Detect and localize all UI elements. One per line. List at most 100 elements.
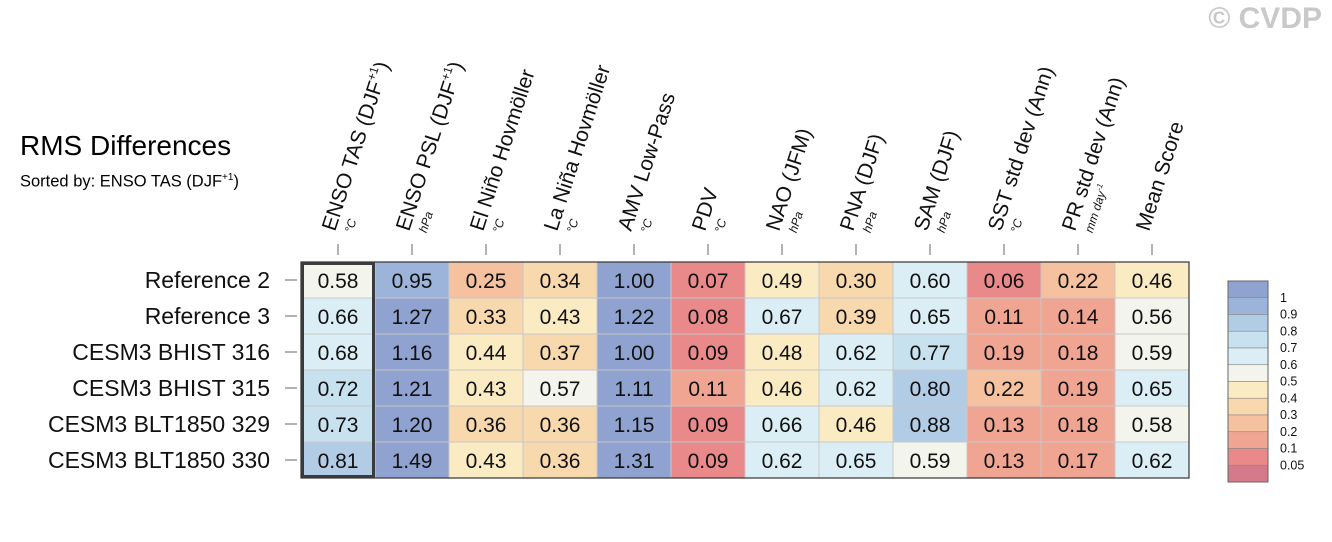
column-unit-label: hPa [416, 209, 436, 234]
heatmap-cell [1040, 369, 1116, 407]
cell-value-label: 0.56 [1132, 306, 1173, 329]
colorbar-tick-label: 0.1 [1280, 442, 1297, 456]
sorted-by-sup: +1 [222, 172, 234, 183]
heatmap-cell [448, 369, 524, 407]
column-header-text: El Niño Hovmöller [466, 67, 540, 234]
heatmap-cell [670, 441, 746, 479]
column-header-text: ENSO TAS (DJF [318, 78, 388, 233]
cell-value-label: 1.16 [392, 342, 433, 365]
column-unit-label: °C [712, 217, 730, 234]
column-header-label: AMV Low-Pass [614, 90, 680, 234]
cell-value-label: 0.58 [318, 270, 359, 293]
column-header-text: La Niña Hovmöller [540, 62, 615, 233]
cell-value-label: 0.33 [466, 306, 507, 329]
column-unit-text: °C [712, 217, 730, 234]
column-header: PNA (DJF)hPa [836, 131, 889, 234]
heatmap-cell [818, 441, 894, 479]
cell-value-label: 0.36 [540, 414, 581, 437]
cell-value-label: 1.15 [614, 414, 655, 437]
heatmap-cell [892, 405, 968, 443]
cell-value-label: 0.57 [540, 378, 581, 401]
column-header-text: ENSO PSL (DJF [392, 78, 462, 233]
cell-value-label: 1.20 [392, 414, 433, 437]
heatmap-cell [1040, 297, 1116, 335]
heatmap-cell [966, 333, 1042, 371]
cell-value-label: 0.81 [318, 450, 359, 473]
cell-value-label: 0.65 [1132, 378, 1173, 401]
column-header: ENSO TAS (DJF+1)°C [318, 59, 394, 235]
heatmap-cell [522, 369, 598, 407]
heatmap-cell [596, 261, 672, 299]
colorbar-swatch [1227, 297, 1269, 315]
cell-value-label: 0.14 [1058, 306, 1099, 329]
cell-value-label: 0.60 [910, 270, 951, 293]
row-label: Reference 3 [145, 303, 270, 329]
column-unit-sup: -1 [1094, 182, 1105, 192]
column-unit-text: hPa [786, 209, 806, 234]
colorbar-swatch [1227, 347, 1269, 366]
column-unit-label: hPa [786, 209, 806, 234]
cell-value-label: 0.37 [540, 342, 581, 365]
colorbar-frame [1227, 280, 1269, 483]
colorbar-swatch [1227, 414, 1269, 433]
colorbar-tick-label: 0.8 [1280, 324, 1297, 338]
colorbar-tick-label: 0.6 [1280, 358, 1297, 372]
cell-value-label: 0.09 [688, 342, 729, 365]
column-header-text: SST std dev (Ann) [984, 64, 1059, 234]
column-unit-text: °C [342, 217, 360, 234]
column-unit-text: °C [564, 217, 582, 234]
heatmap-cell [966, 261, 1042, 299]
column-header-sup: +1 [364, 65, 382, 83]
cell-value-label: 0.18 [1058, 414, 1099, 437]
column-header-text: PNA (DJF) [836, 131, 889, 234]
page-title: RMS Differences [20, 130, 232, 161]
cell-value-label: 0.07 [688, 270, 729, 293]
colorbar-tick-label: 0.7 [1280, 341, 1297, 355]
column-header: El Niño Hovmöller°C [466, 67, 540, 235]
colorbar-tick-label: 0.9 [1280, 308, 1297, 322]
sorted-by-subtitle: Sorted by: ENSO TAS (DJF+1) [20, 172, 239, 192]
cell-value-label: 0.13 [984, 414, 1025, 437]
cell-value-label: 0.66 [762, 414, 803, 437]
cell-value-label: 0.95 [392, 270, 433, 293]
heatmap-cell [1114, 369, 1190, 407]
cell-value-label: 0.44 [466, 342, 507, 365]
cell-value-label: 0.68 [318, 342, 359, 365]
heatmap-cell [374, 405, 450, 443]
heatmap-cell [1114, 333, 1190, 371]
cell-value-label: 0.88 [910, 414, 951, 437]
colorbar-tick-label: 0.3 [1280, 408, 1297, 422]
cell-value-label: 1.27 [392, 306, 433, 329]
colorbar-tick-label: 0.5 [1280, 375, 1297, 389]
column-unit-label: °C [490, 217, 508, 234]
colorbar-tick-label: 1 [1280, 291, 1287, 305]
column-header: AMV Low-Pass°C [614, 90, 680, 234]
cell-value-label: 1.00 [614, 270, 655, 293]
cell-value-label: 0.65 [836, 450, 877, 473]
heatmap-cell [670, 333, 746, 371]
heatmap-cell [1040, 441, 1116, 479]
cell-value-label: 0.25 [466, 270, 507, 293]
heatmap-cell [374, 333, 450, 371]
row-label: Reference 2 [145, 267, 270, 293]
cell-value-label: 0.22 [1058, 270, 1099, 293]
colorbar-swatch [1227, 381, 1269, 399]
cell-value-label: 0.46 [1132, 270, 1173, 293]
colorbar-tick-label: 0.05 [1280, 458, 1304, 472]
heatmap-cell [818, 261, 894, 299]
column-header: SAM (DJF)hPa [910, 128, 964, 235]
cell-value-label: 0.46 [762, 378, 803, 401]
heatmap-cell [522, 405, 598, 443]
heatmap-cell [448, 261, 524, 299]
column-header-text: SAM (DJF) [910, 128, 964, 234]
column-unit-text: hPa [934, 209, 954, 234]
cell-value-label: 0.43 [466, 378, 507, 401]
cell-value-label: 0.65 [910, 306, 951, 329]
heatmap-cell [818, 369, 894, 407]
cell-value-label: 1.31 [614, 450, 655, 473]
heatmap-cell [670, 297, 746, 335]
heatmap-cell [744, 369, 820, 407]
cell-value-label: 0.22 [984, 378, 1025, 401]
column-header-text: Mean Score [1132, 119, 1189, 234]
row-label: CESM3 BLT1850 329 [48, 411, 270, 437]
